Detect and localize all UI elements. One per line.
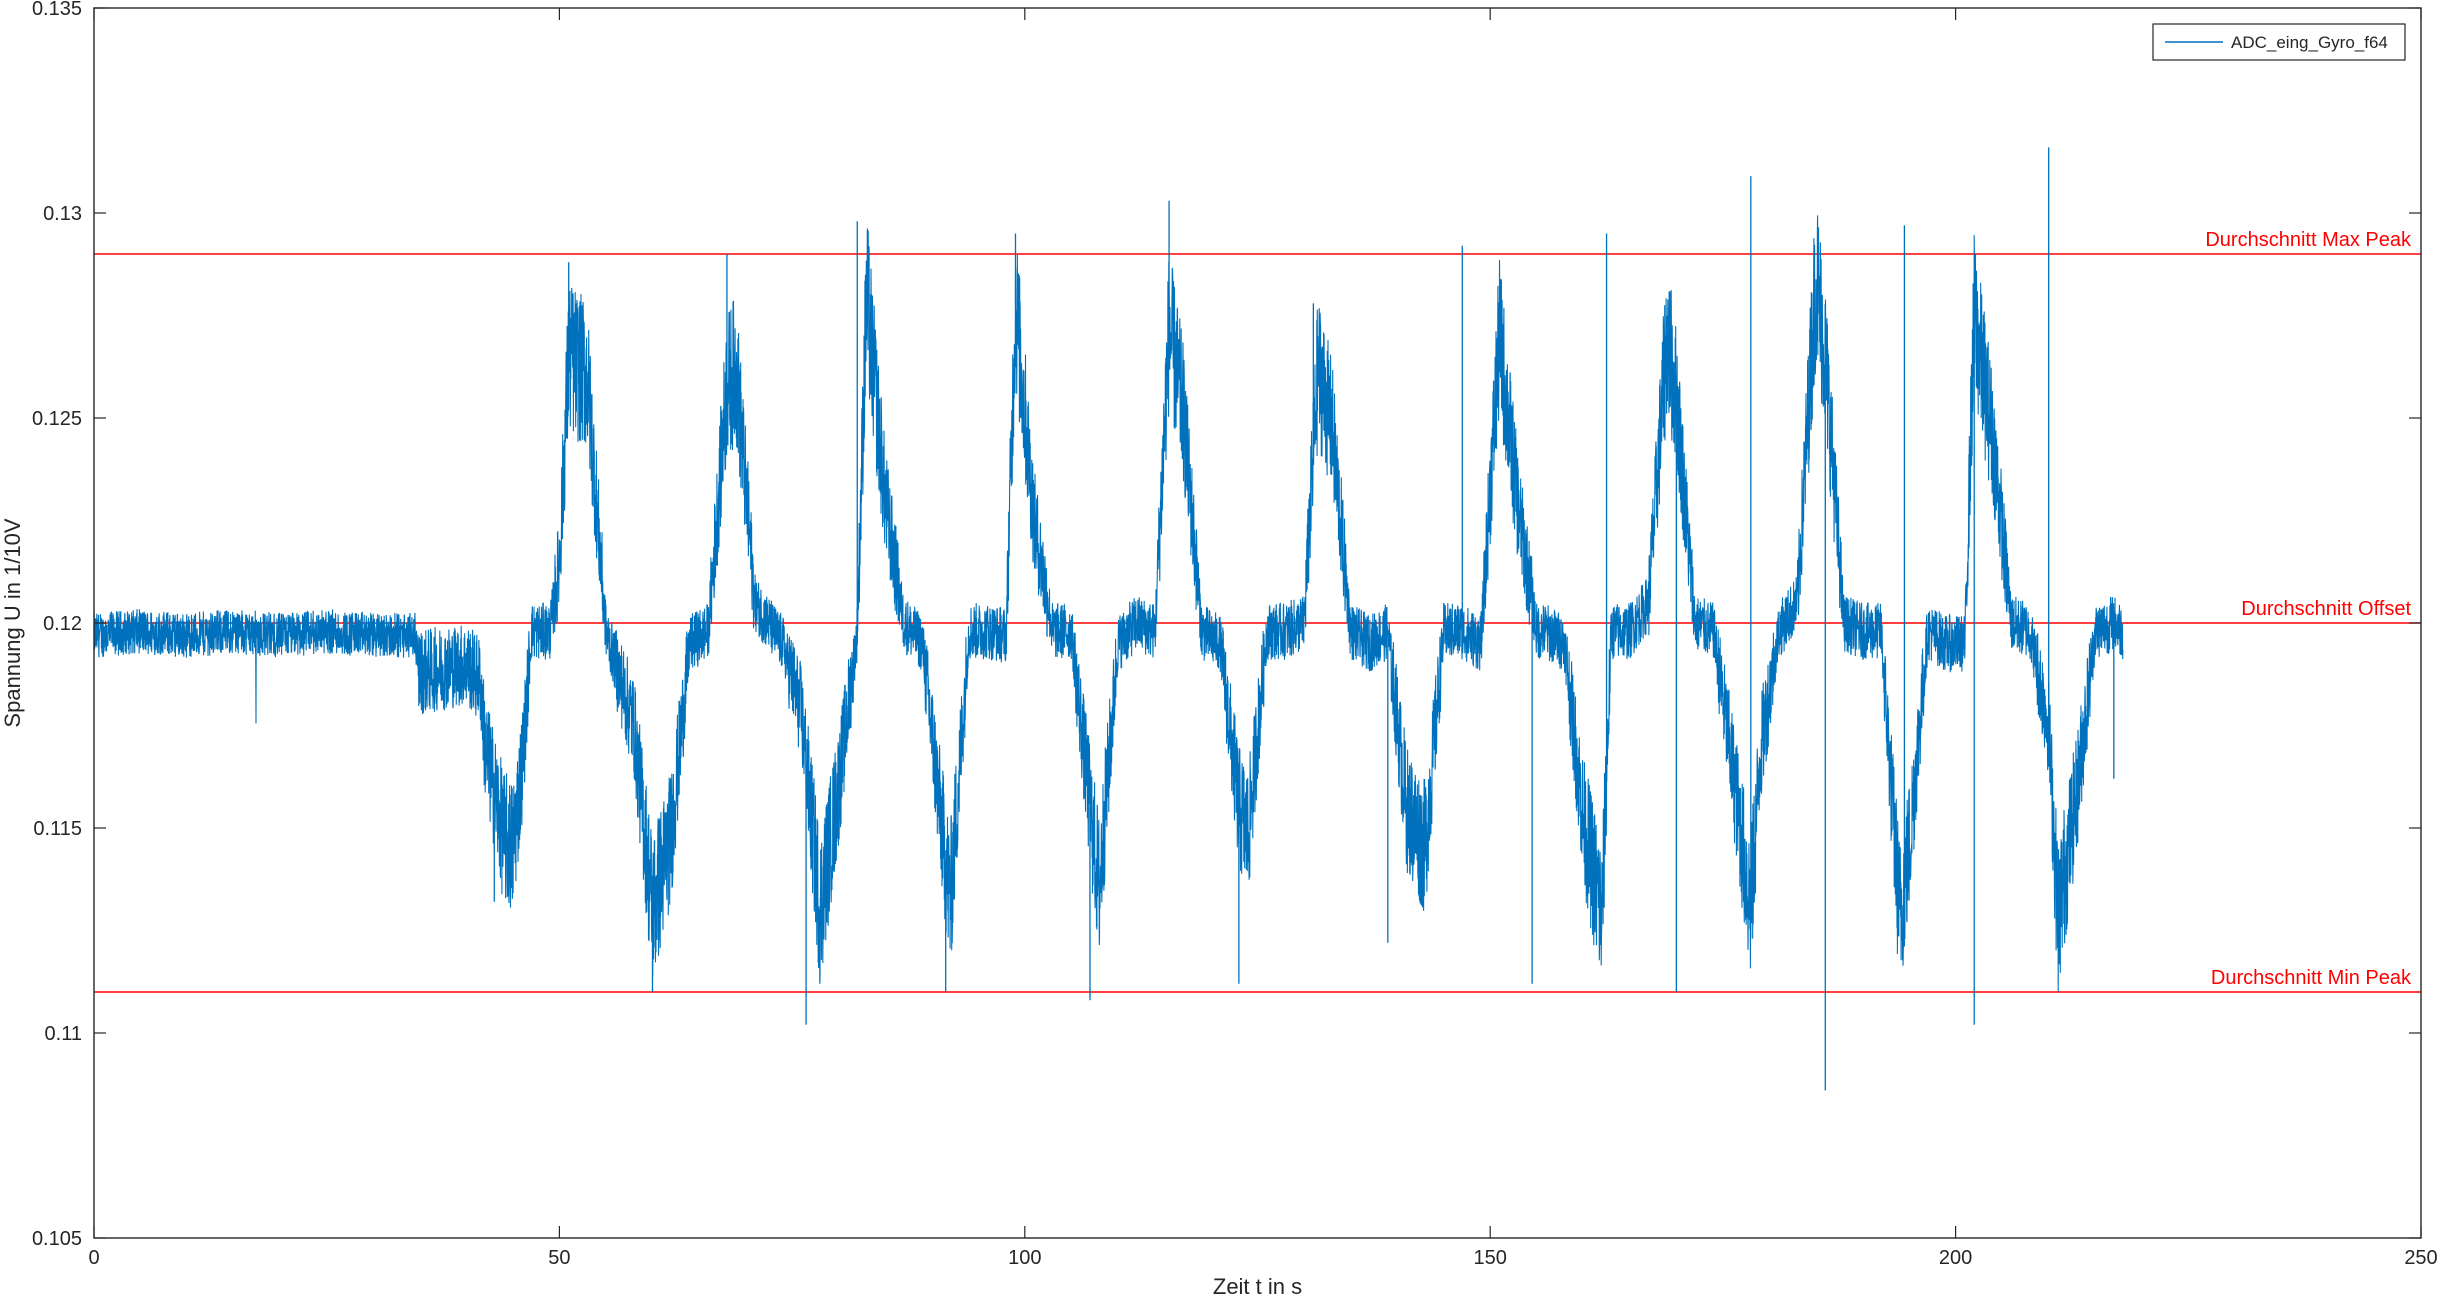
y-tick-label: 0.13: [43, 203, 82, 225]
y-tick-label: 0.12: [43, 613, 82, 635]
x-tick-label: 100: [1008, 1247, 1041, 1269]
x-tick-label: 50: [548, 1247, 570, 1269]
axis-ticks: 0 50 100 150 200 250 0.105 0.11 0.115 0.12 0.125 0.…: [32, 0, 2437, 1269]
x-tick-label: 0: [88, 1247, 99, 1269]
y-tick-label: 0.125: [32, 408, 82, 430]
x-axis-label: Zeit t in s: [1213, 1274, 1302, 1299]
y-tick-label: 0.105: [32, 1228, 82, 1250]
series-layer: [93, 147, 2124, 1091]
legend[interactable]: ADC_eing_Gyro_f64: [2152, 23, 2406, 61]
x-tick-label: 250: [2404, 1247, 2437, 1269]
reference-line-label: Durchschnitt Max Peak: [2205, 229, 2412, 251]
x-tick-label: 200: [1939, 1247, 1972, 1269]
x-tick-label: 150: [1474, 1247, 1507, 1269]
y-axis-label: Spannung U in 1/10V: [0, 518, 25, 727]
y-tick-label: 0.135: [32, 0, 82, 20]
reference-line-label: Durchschnitt Min Peak: [2211, 967, 2412, 989]
y-tick-label: 0.11: [45, 1023, 82, 1045]
y-tick-label: 0.115: [33, 818, 82, 840]
reference-lines: [94, 253, 2421, 993]
reference-line-labels: Durchschnitt Max Peak Durchschnitt Offset…: [2205, 229, 2412, 989]
legend-entry: ADC_eing_Gyro_f64: [2231, 33, 2388, 52]
series-line: [93, 215, 2124, 992]
reference-line-label: Durchschnitt Offset: [2241, 598, 2411, 620]
